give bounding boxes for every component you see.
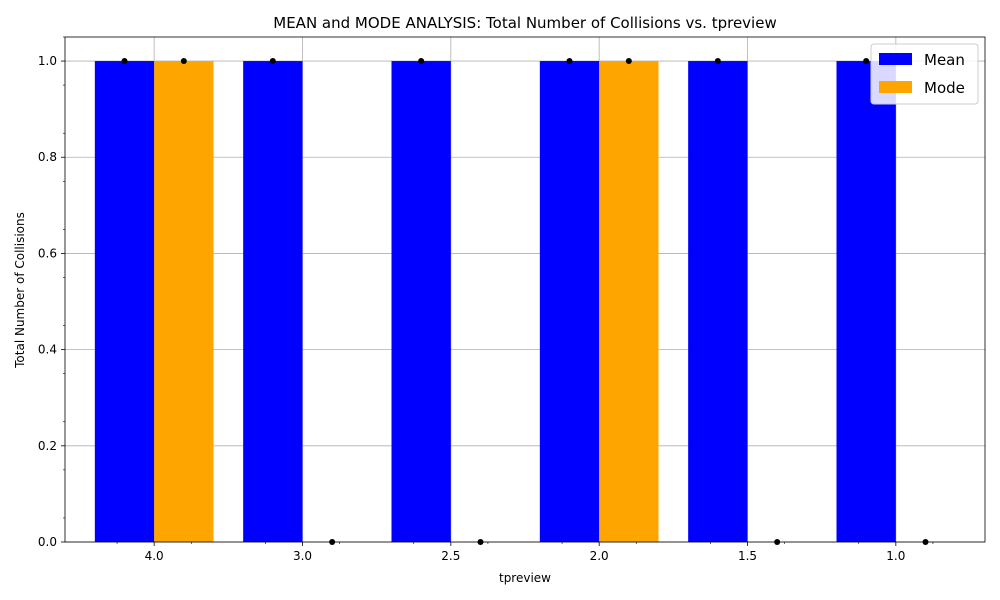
legend-swatch-mean [879,53,912,65]
plot-frame [64,36,986,543]
y-tick-label: 0.0 [38,535,57,549]
point-marker-mean [714,58,721,65]
bar-mean [539,61,600,543]
y-tick-label: 0.8 [38,150,57,164]
y-tick-label: 0.2 [38,439,57,453]
bar-mean [243,61,303,543]
point-marker-mean [863,58,870,65]
y-tick-label: 0.6 [38,246,57,260]
point-marker-mean [566,58,573,65]
legend-label-mean: Mean [924,51,965,69]
point-marker-mean [121,58,128,65]
chart-title: MEAN and MODE ANALYSIS: Total Number of … [273,14,776,32]
x-tick-label: 2.5 [441,549,460,563]
point-marker-mean [418,58,425,65]
x-tick-label: 2.0 [590,549,609,563]
x-tick-label: 1.0 [886,549,905,563]
point-marker-mode [625,58,632,65]
bars-layer [94,61,896,543]
bar-mean [836,61,896,543]
y-axis-label: Total Number of Collisions [13,212,27,369]
bar-mode [599,61,659,543]
x-tick-label: 3.0 [293,549,312,563]
bar-mode [154,61,214,543]
bar-mean [94,61,155,543]
x-tick-label: 4.0 [145,549,164,563]
bar-mean [391,61,451,543]
point-marker-mode [180,58,187,65]
point-marker-mean [269,58,276,65]
bar-mean [688,61,748,543]
markers-layer [121,58,929,545]
x-tick-label: 1.5 [738,549,757,563]
y-tick-label: 0.4 [38,343,57,357]
ticks-layer: 0.0 0.2 0.4 0.6 0.8 1.0 4.0 3.0 2.5 2.0 1.5 1.0 [38,36,934,563]
legend-label-mode: Mode [924,79,965,97]
y-tick-label: 1.0 [38,54,57,68]
legend-swatch-mode [879,81,912,93]
legend: Mean Mode [870,43,979,105]
x-axis-label: tpreview [499,571,551,585]
